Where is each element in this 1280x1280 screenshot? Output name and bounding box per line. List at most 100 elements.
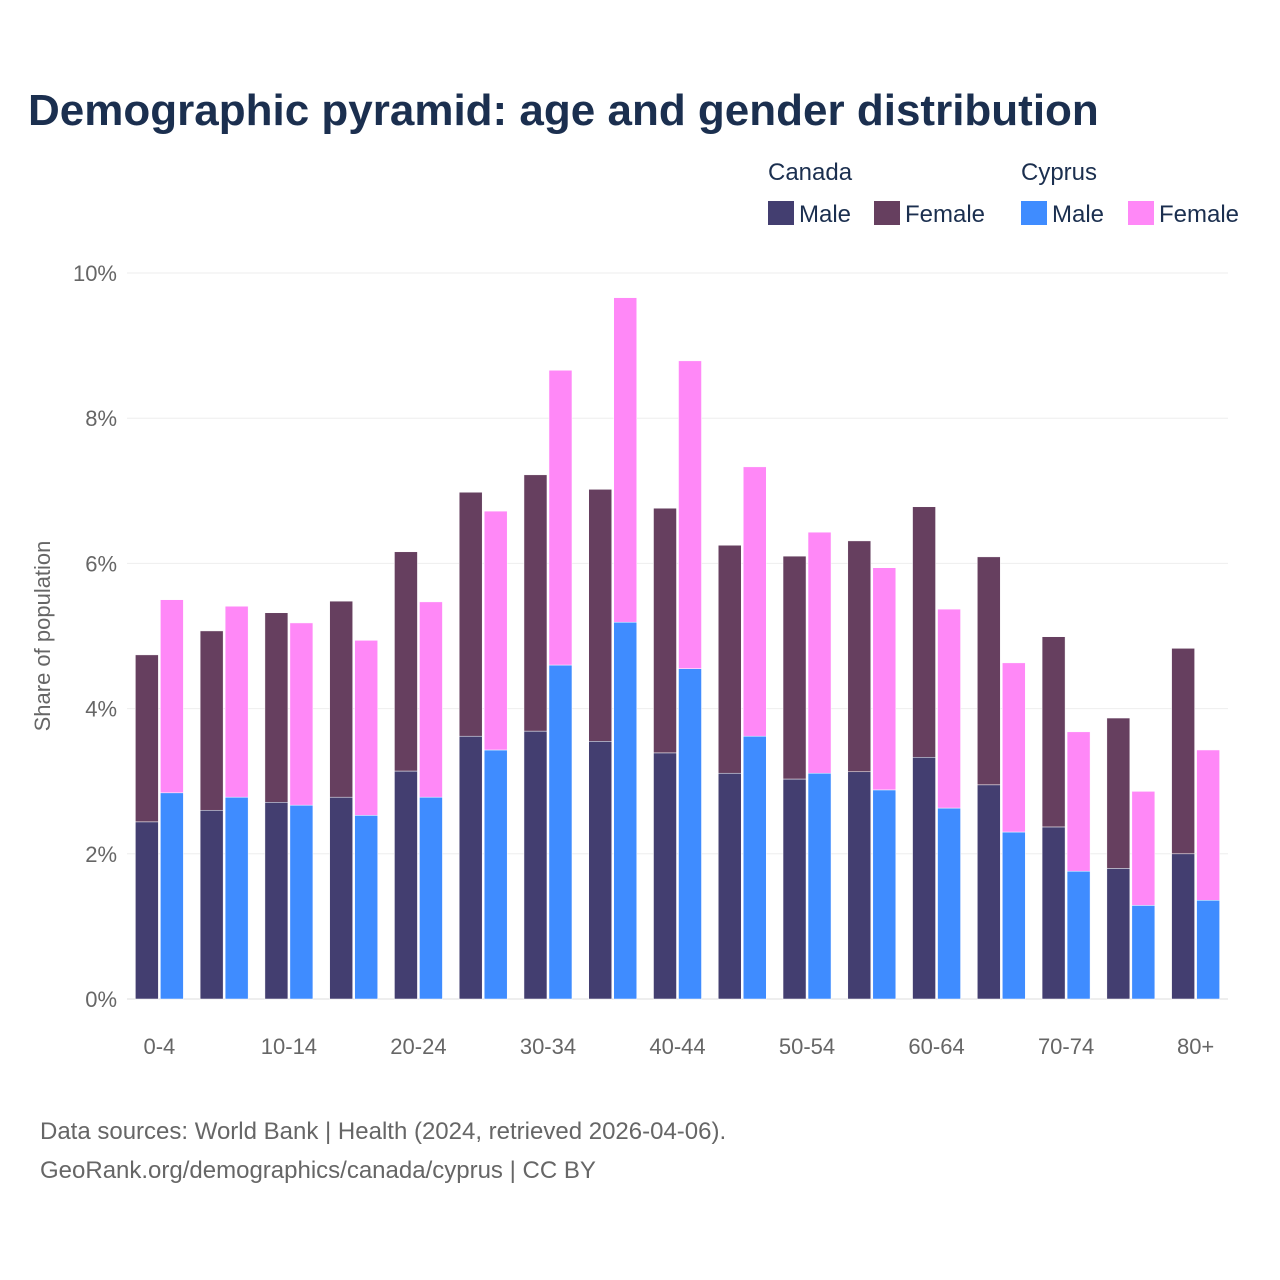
bar-canada-female[interactable] bbox=[847, 540, 872, 773]
bar-canada-female[interactable] bbox=[718, 545, 742, 774]
bar-canada-female[interactable] bbox=[588, 489, 612, 742]
bar-canada-female[interactable] bbox=[329, 600, 353, 798]
bar-canada-male[interactable] bbox=[718, 772, 742, 1000]
bar-cyprus-female[interactable] bbox=[419, 601, 443, 798]
bar-cyprus-male[interactable] bbox=[224, 796, 249, 1000]
bar-canada-male[interactable] bbox=[1106, 868, 1131, 1000]
bar-canada-male[interactable] bbox=[977, 784, 1001, 1000]
legend-label-canada-male: Male bbox=[799, 201, 851, 228]
bar-canada-male[interactable] bbox=[588, 741, 612, 1000]
bar-canada-female[interactable] bbox=[264, 612, 289, 803]
bar-canada-female[interactable] bbox=[653, 507, 677, 754]
bar-cyprus-female[interactable] bbox=[289, 622, 314, 806]
legend-swatch-canada-male bbox=[768, 201, 794, 225]
chart-title: Demographic pyramid: age and gender dist… bbox=[28, 86, 1099, 135]
legend-heading-canada: Canada bbox=[768, 159, 853, 186]
bar-cyprus-male[interactable] bbox=[1002, 831, 1026, 1000]
bar-cyprus-male[interactable] bbox=[354, 815, 378, 1000]
legend-heading-cyprus: Cyprus bbox=[1021, 159, 1097, 186]
x-tick-label: 40-44 bbox=[649, 1034, 705, 1059]
x-tick-label: 20-24 bbox=[390, 1034, 446, 1059]
bar-cyprus-female[interactable] bbox=[613, 297, 637, 623]
bar-canada-male[interactable] bbox=[847, 771, 872, 1000]
bar-cyprus-male[interactable] bbox=[1066, 870, 1091, 1000]
credit-link[interactable]: GeoRank.org/demographics/canada/cyprus |… bbox=[40, 1157, 596, 1184]
y-tick-label: 10% bbox=[73, 261, 117, 286]
y-tick-label: 2% bbox=[85, 842, 117, 867]
bar-cyprus-male[interactable] bbox=[743, 735, 767, 1000]
bar-canada-male[interactable] bbox=[135, 821, 159, 1000]
bar-canada-male[interactable] bbox=[329, 796, 353, 1000]
bar-cyprus-female[interactable] bbox=[1131, 791, 1156, 906]
y-axis-label: Share of population bbox=[30, 541, 55, 732]
bar-canada-male[interactable] bbox=[394, 770, 418, 1000]
bar-canada-female[interactable] bbox=[782, 555, 807, 780]
bar-canada-female[interactable] bbox=[1106, 717, 1131, 869]
bar-canada-female[interactable] bbox=[199, 630, 224, 811]
bar-canada-male[interactable] bbox=[458, 735, 483, 1000]
bar-canada-male[interactable] bbox=[1171, 853, 1195, 1000]
x-tick-label: 10-14 bbox=[261, 1034, 317, 1059]
y-tick-label: 0% bbox=[85, 987, 117, 1012]
bar-cyprus-female[interactable] bbox=[807, 531, 832, 774]
bar-cyprus-male[interactable] bbox=[613, 621, 637, 1000]
bar-cyprus-male[interactable] bbox=[678, 668, 702, 1000]
bar-cyprus-male[interactable] bbox=[1131, 905, 1156, 1000]
bar-cyprus-female[interactable] bbox=[872, 567, 897, 791]
bar-cyprus-female[interactable] bbox=[224, 605, 249, 798]
bar-cyprus-male[interactable] bbox=[483, 749, 508, 1000]
bar-cyprus-male[interactable] bbox=[289, 804, 314, 1000]
source-text: Data sources: World Bank | Health (2024,… bbox=[40, 1118, 726, 1145]
y-tick-label: 8% bbox=[85, 406, 117, 431]
legend-swatch-canada-female bbox=[874, 201, 900, 225]
bar-cyprus-male[interactable] bbox=[548, 664, 573, 1000]
bar-canada-male[interactable] bbox=[782, 778, 807, 1000]
bar-cyprus-female[interactable] bbox=[483, 510, 508, 751]
bar-cyprus-male[interactable] bbox=[872, 789, 897, 1000]
bar-canada-female[interactable] bbox=[912, 506, 936, 758]
x-tick-label: 0-4 bbox=[143, 1034, 175, 1059]
bar-cyprus-female[interactable] bbox=[548, 370, 573, 666]
bar-cyprus-female[interactable] bbox=[1002, 662, 1026, 833]
bar-canada-female[interactable] bbox=[394, 551, 418, 772]
bar-cyprus-female[interactable] bbox=[937, 608, 961, 809]
bar-cyprus-female[interactable] bbox=[678, 360, 702, 669]
bar-canada-female[interactable] bbox=[1171, 648, 1195, 855]
x-tick-label: 80+ bbox=[1177, 1034, 1214, 1059]
bar-cyprus-male[interactable] bbox=[807, 772, 832, 1000]
bar-cyprus-female[interactable] bbox=[1196, 749, 1220, 901]
y-tick-label: 4% bbox=[85, 697, 117, 722]
bars bbox=[135, 297, 1220, 1000]
bar-cyprus-female[interactable] bbox=[1066, 731, 1091, 872]
bar-canada-female[interactable] bbox=[977, 556, 1001, 786]
bar-cyprus-male[interactable] bbox=[1196, 900, 1220, 1000]
bar-canada-male[interactable] bbox=[264, 802, 289, 1000]
bar-canada-male[interactable] bbox=[523, 730, 548, 1000]
bar-cyprus-female[interactable] bbox=[354, 640, 378, 816]
bar-canada-female[interactable] bbox=[523, 474, 548, 732]
bar-canada-male[interactable] bbox=[653, 752, 677, 1000]
legend-label-cyprus-female: Female bbox=[1159, 201, 1239, 228]
x-ticks: 0-4 10-14 20-24 30-34 40-44 50-54 60-64 70-74 80… bbox=[143, 1034, 1214, 1059]
bar-canada-female[interactable] bbox=[135, 654, 159, 823]
bar-cyprus-male[interactable] bbox=[937, 807, 961, 1000]
bar-cyprus-male[interactable] bbox=[160, 792, 184, 1000]
legend-swatch-cyprus-female bbox=[1128, 201, 1154, 225]
bar-canada-female[interactable] bbox=[458, 492, 483, 737]
y-tick-label: 6% bbox=[85, 551, 117, 576]
bar-cyprus-female[interactable] bbox=[160, 599, 184, 794]
x-tick-label: 30-34 bbox=[520, 1034, 576, 1059]
bar-cyprus-female[interactable] bbox=[743, 466, 767, 737]
x-tick-label: 70-74 bbox=[1038, 1034, 1094, 1059]
legend-swatch-cyprus-male bbox=[1021, 201, 1047, 225]
bar-canada-female[interactable] bbox=[1041, 636, 1066, 828]
y-ticks: 0% 2% 4% 6% 8% 10% bbox=[73, 261, 117, 1012]
bar-canada-male[interactable] bbox=[199, 809, 224, 1000]
x-tick-label: 50-54 bbox=[779, 1034, 835, 1059]
bar-cyprus-male[interactable] bbox=[419, 796, 443, 1000]
bar-canada-male[interactable] bbox=[912, 756, 936, 1000]
bar-canada-male[interactable] bbox=[1041, 826, 1066, 1000]
x-tick-label: 60-64 bbox=[908, 1034, 964, 1059]
